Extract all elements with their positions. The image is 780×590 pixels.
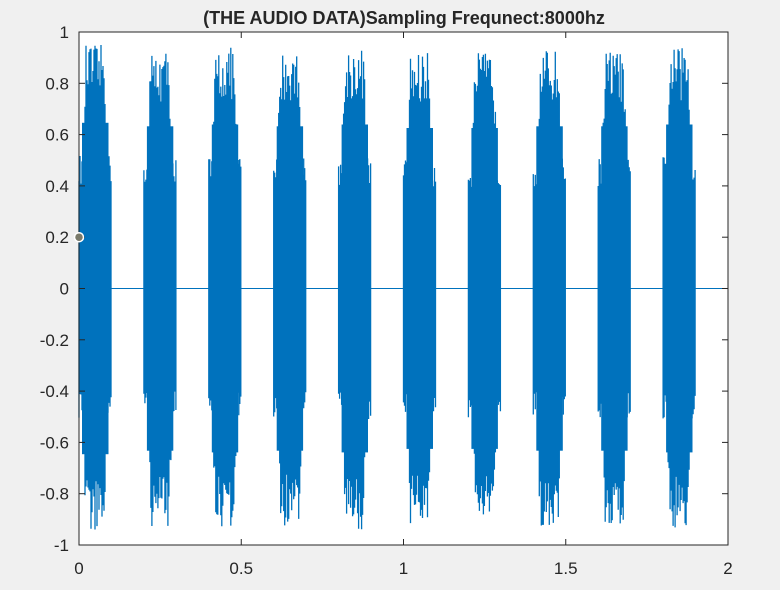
x-tick-label: 0	[74, 559, 83, 578]
x-tick-label: 0.5	[229, 559, 253, 578]
data-point-marker[interactable]	[73, 231, 85, 243]
chart-title: (THE AUDIO DATA)Sampling Frequnect:8000h…	[203, 8, 605, 28]
y-tick-label: -0.4	[40, 382, 69, 401]
y-tick-label: -0.8	[40, 485, 69, 504]
y-tick-label: -0.6	[40, 433, 69, 452]
y-tick-label: 0.6	[45, 126, 69, 145]
y-tick-label: 0.2	[45, 228, 69, 247]
x-tick-label: 1	[399, 559, 408, 578]
y-tick-label: 1	[60, 23, 69, 42]
y-tick-label: -0.2	[40, 331, 69, 350]
y-tick-label: 0.8	[45, 74, 69, 93]
x-axis: 0 0.5 1 1.5 2	[74, 32, 733, 578]
y-tick-label: 0.4	[45, 177, 69, 196]
y-axis: -1 -0.8 -0.6 -0.4 -0.2 0 0.2 0.4 0.6 0.8 1	[40, 23, 728, 555]
x-tick-label: 1.5	[554, 559, 578, 578]
y-tick-label: 0	[60, 280, 69, 299]
y-tick-label: -1	[54, 536, 69, 555]
x-tick-label: 2	[723, 559, 732, 578]
